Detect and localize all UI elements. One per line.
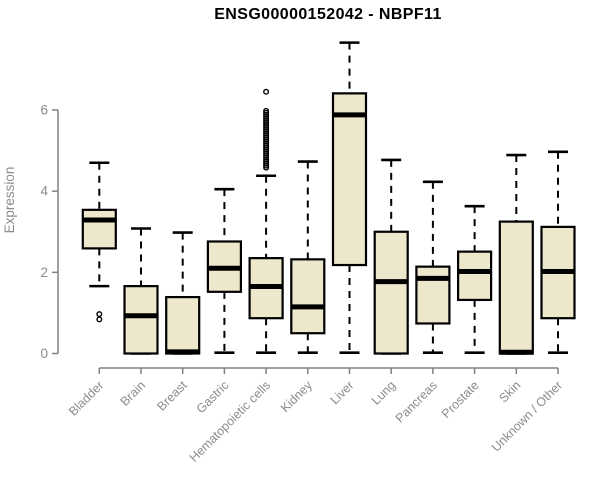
outlier-point-hematopoietic-cells <box>263 164 270 171</box>
x-category-label-unknown-other: Unknown / Other <box>489 378 565 454</box>
y-tick-label: 2 <box>40 265 48 280</box>
box-kidney <box>290 258 326 335</box>
x-category-label-liver: Liver <box>328 378 357 407</box>
box-pancreas <box>415 265 451 325</box>
x-category-label-pancreas: Pancreas <box>393 378 440 425</box>
outlier-point-bladder <box>96 311 103 318</box>
outlier-point-hematopoietic-cells <box>263 88 270 95</box>
box-prostate <box>457 250 493 302</box>
box-brain <box>123 285 159 355</box>
x-category-label-gastric: Gastric <box>194 378 232 416</box>
outlier-point-bladder <box>96 316 103 323</box>
outlier-point-hematopoietic-cells <box>263 162 270 169</box>
x-category-label-kidney: Kidney <box>278 378 315 415</box>
x-category-label-breast: Breast <box>154 378 190 414</box>
x-category-label-hematopoietic-cells: Hematopoietic cells <box>187 378 274 465</box>
x-category-label-brain: Brain <box>118 378 149 409</box>
y-tick-label: 4 <box>40 184 48 199</box>
y-axis-title: Expression <box>2 167 17 234</box>
x-category-label-bladder: Bladder <box>66 378 106 418</box>
y-tick-label: 6 <box>40 103 48 118</box>
chart-title: ENSG00000152042 - NBPF11 <box>214 6 442 23</box>
box-skin <box>498 220 534 355</box>
x-category-label-prostate: Prostate <box>439 378 482 421</box>
box-breast <box>165 295 201 355</box>
y-tick-label: 0 <box>40 346 48 361</box>
x-category-label-skin: Skin <box>496 378 523 405</box>
box-liver <box>331 92 368 267</box>
box-bladder <box>81 208 117 250</box>
x-category-label-lung: Lung <box>369 378 399 408</box>
box-lung <box>373 230 409 355</box>
